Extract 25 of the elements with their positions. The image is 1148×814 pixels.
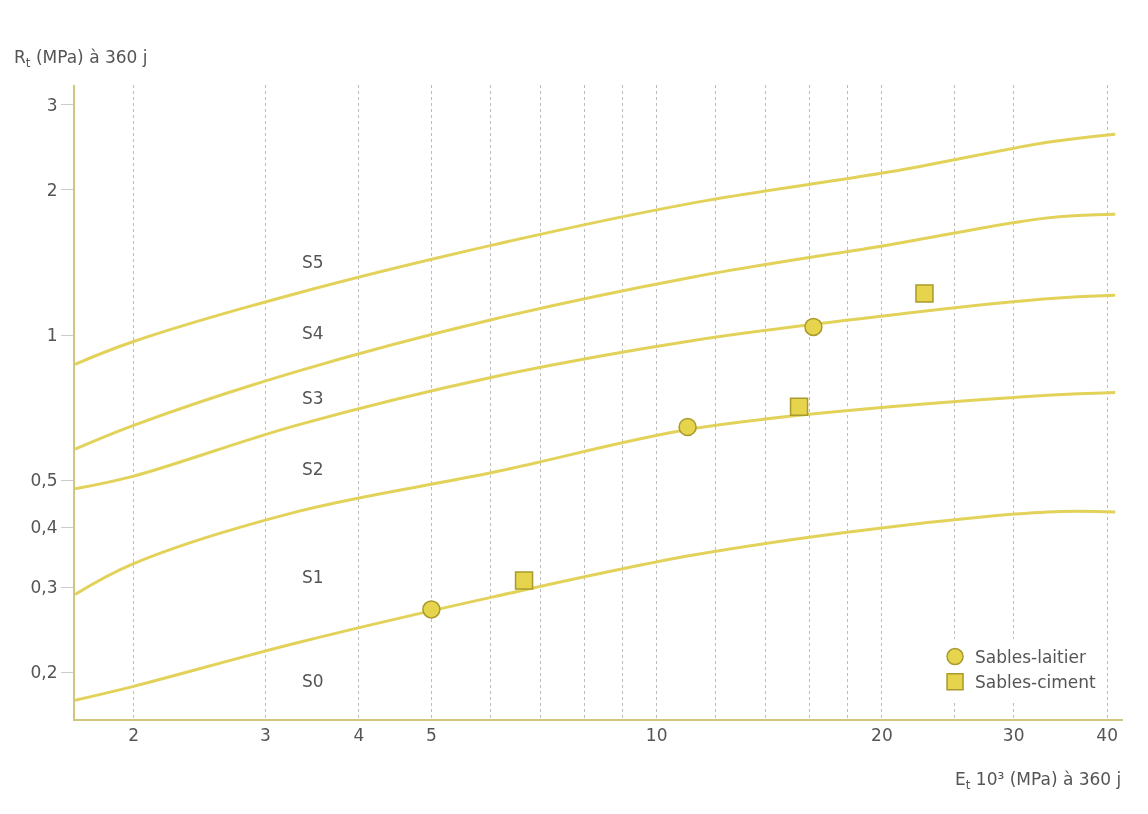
x-tick-label: 2 bbox=[128, 725, 140, 746]
y-axis-title: R$_{t}$ (MPa) à 360 j bbox=[14, 47, 148, 70]
x-tick-label: 10 bbox=[645, 725, 668, 746]
annotation: S0 bbox=[302, 671, 324, 691]
y-tick-label: 3 bbox=[46, 94, 58, 115]
y-tick-label: 0,3 bbox=[30, 577, 58, 598]
x-tick-label: 3 bbox=[259, 725, 271, 746]
x-tick-label: 30 bbox=[1002, 725, 1025, 746]
annotation: S4 bbox=[302, 323, 324, 343]
y-tick-label: 1 bbox=[46, 325, 58, 346]
x-tick-label: 20 bbox=[871, 725, 893, 746]
annotation: S5 bbox=[302, 252, 324, 272]
x-tick-label: 40 bbox=[1096, 725, 1118, 746]
y-tick-label: 0,2 bbox=[30, 662, 58, 683]
legend-label: Sables-ciment bbox=[975, 672, 1097, 693]
annotation: S3 bbox=[302, 388, 324, 408]
annotation: S2 bbox=[302, 459, 324, 479]
x-tick-label: 5 bbox=[425, 725, 437, 746]
x-tick-label: 4 bbox=[353, 725, 365, 746]
y-tick-label: 2 bbox=[46, 179, 58, 200]
legend-label: Sables-laitier bbox=[975, 647, 1086, 668]
annotation: S1 bbox=[302, 567, 324, 587]
y-tick-label: 0,5 bbox=[30, 470, 58, 491]
y-tick-label: 0,4 bbox=[30, 517, 58, 537]
x-axis-title: E$_{t}$ 10³ (MPa) à 360 j bbox=[955, 769, 1122, 792]
